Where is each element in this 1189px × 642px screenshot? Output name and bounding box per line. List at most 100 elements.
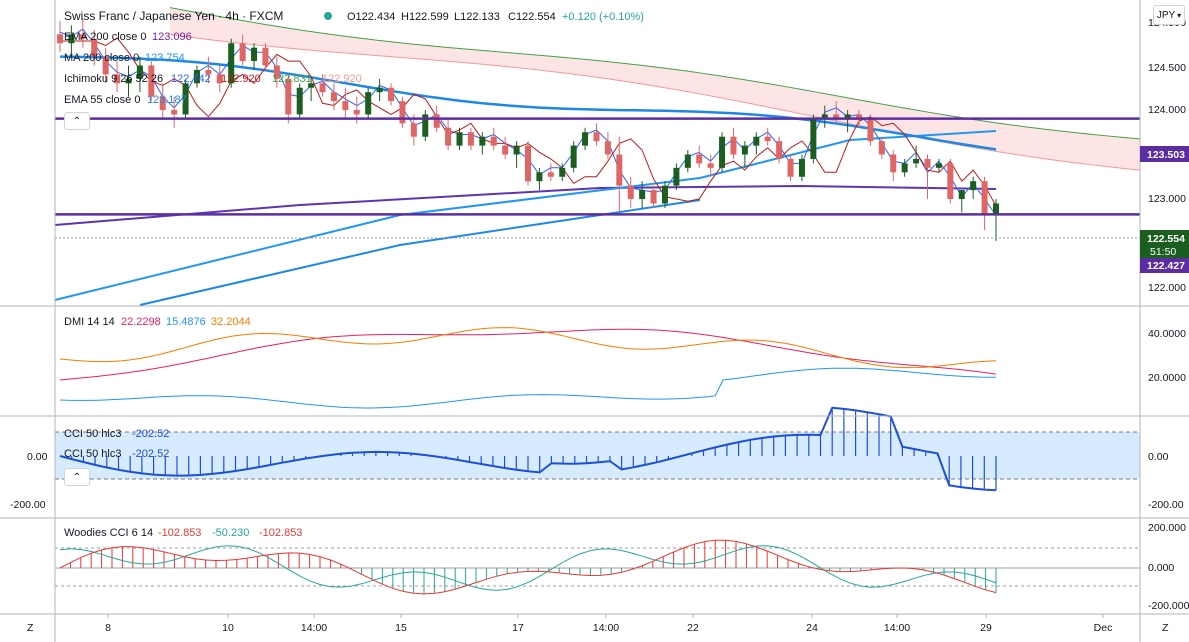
senkou-span-a	[169, 7, 1141, 140]
candle-body	[262, 47, 269, 66]
time-scale[interactable]: 8 10 14:00 15 17 14:00 22 24 14:00 29 De…	[27, 622, 1169, 634]
cci-tick-left: 0.00	[27, 451, 48, 463]
candle-body	[445, 127, 452, 146]
chevron-up-icon: ⌃	[72, 115, 82, 127]
ichimoku-cloud	[169, 7, 1141, 171]
candle-body	[171, 110, 178, 115]
candle-body	[970, 181, 977, 191]
candle-body	[913, 158, 920, 164]
collapse-legend-button[interactable]: ⌃	[64, 112, 90, 130]
legend: Swiss Franc / Japanese Yen · 4h · FXCM O…	[64, 9, 644, 539]
ma200-line	[54, 130, 997, 301]
candle-body	[547, 172, 554, 177]
candle-body	[856, 114, 863, 119]
dmi-tick: 40.0000	[1148, 328, 1186, 340]
candle-body	[273, 65, 280, 79]
axes	[107, 614, 1104, 618]
dmi-label[interactable]: DMI 14 14	[64, 316, 115, 328]
ohlc-close: C122.554	[508, 11, 556, 23]
candle-body	[216, 74, 223, 84]
candle-body	[125, 78, 132, 84]
ma200-label[interactable]: MA 200 close 0	[64, 52, 139, 64]
horizontal-levels[interactable]	[55, 117, 1140, 239]
cci-tick-right: 0.00	[1148, 451, 1169, 463]
cci-tick-left: -200.00	[10, 499, 46, 511]
candle-body	[513, 145, 520, 155]
candle-body	[136, 65, 143, 79]
candle-body	[798, 158, 805, 177]
ohlc-change: +0.120 (+0.10%)	[562, 11, 644, 23]
candle-body	[148, 65, 155, 97]
candle-body	[388, 87, 395, 102]
ema55-line	[59, 55, 997, 151]
ichimoku-cloud-fill	[170, 7, 1140, 171]
resistance-price-tag	[1140, 146, 1189, 162]
candle-body	[707, 163, 714, 168]
zoom-reset-right[interactable]: Z	[1162, 622, 1169, 634]
candlestick-series	[57, 19, 999, 241]
candle-body	[410, 123, 417, 137]
candle-body	[159, 96, 166, 110]
candle-body	[764, 136, 771, 142]
candle-body	[650, 190, 657, 204]
support-price: 122.427	[1147, 260, 1185, 272]
candle-body	[490, 136, 497, 146]
market-status-icon	[324, 12, 332, 20]
cci-value: -202.52	[132, 428, 169, 440]
time-tick: 14:00	[593, 622, 619, 634]
candle-body	[935, 163, 942, 168]
time-tick: 15	[395, 622, 407, 634]
candle-body	[993, 203, 999, 215]
cci-label[interactable]: CCI 50 hlc3	[64, 428, 121, 440]
candle-body	[79, 34, 86, 39]
price-tick: 124.000	[1148, 104, 1186, 116]
symbol-title: Swiss Franc / Japanese Yen · 4h · FXCM	[64, 9, 283, 23]
time-tick: 14:00	[301, 622, 327, 634]
woodies-turbo-line	[59, 545, 997, 591]
ichimoku-value-2: 122.920	[221, 73, 261, 85]
bar-countdown: 51:50	[1150, 246, 1176, 258]
ema200-label[interactable]: EMA 200 close 0	[64, 31, 147, 43]
candle-body	[890, 154, 897, 173]
collapse-cci-legend-button[interactable]: ⌃	[64, 468, 90, 486]
ohlc-low: L122.133	[454, 11, 500, 23]
price-scale[interactable]: 124.500 124.500 124.000 123.000 122.000 …	[10, 17, 1189, 612]
time-tick: 8	[105, 622, 111, 634]
candle-body	[570, 145, 577, 168]
candle-body	[627, 185, 634, 199]
woodies-label[interactable]: Woodies CCI 6 14	[64, 527, 153, 539]
candle-body	[753, 136, 760, 146]
dmi-plus-line	[59, 367, 997, 409]
candle-body	[878, 141, 885, 155]
candle-body	[661, 185, 668, 204]
time-tick: 14:00	[884, 622, 910, 634]
cci-line	[59, 406, 997, 492]
currency-selector[interactable]: JPY ▾	[1153, 5, 1185, 25]
candle-body	[433, 114, 440, 128]
time-tick: Dec	[1094, 622, 1113, 634]
support-price-tag	[1140, 258, 1189, 273]
candle-body	[365, 92, 372, 115]
ichimoku-value-3: 122.831	[272, 73, 312, 85]
time-tick: 24	[806, 622, 818, 634]
candle-body	[114, 74, 121, 84]
candle-body	[57, 34, 63, 44]
ichimoku-label[interactable]: Ichimoku 9 26 52 26	[64, 73, 163, 85]
candle-body	[285, 78, 292, 115]
time-tick: 17	[512, 622, 524, 634]
cci-label-2[interactable]: CCI 50 hlc3	[64, 448, 121, 460]
candle-body	[308, 83, 315, 88]
ema55-label[interactable]: EMA 55 close 0	[64, 94, 140, 106]
ohlc-high: H122.599	[401, 11, 449, 23]
ichimoku-value-4: 122.920	[322, 73, 362, 85]
zoom-reset-left[interactable]: Z	[27, 622, 34, 634]
candle-body	[639, 190, 646, 199]
candle-body	[696, 154, 703, 164]
woodies-tick: -200.000	[1148, 600, 1189, 612]
ema200-value: 123.096	[152, 31, 192, 43]
candle-body	[525, 145, 531, 182]
candle-body	[193, 69, 200, 84]
cci-value-2: -202.52	[132, 448, 169, 460]
woodies-cci-line	[59, 539, 997, 595]
